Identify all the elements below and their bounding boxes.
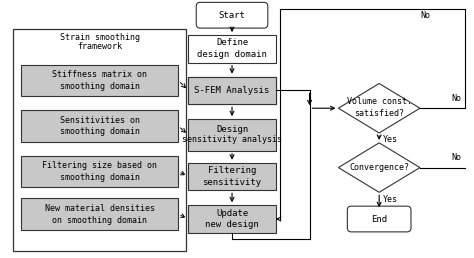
Text: smoothing domain: smoothing domain xyxy=(60,173,140,182)
Text: New material densities: New material densities xyxy=(45,204,155,213)
Text: No: No xyxy=(452,94,462,103)
FancyBboxPatch shape xyxy=(188,77,276,104)
Text: No: No xyxy=(452,153,462,162)
FancyBboxPatch shape xyxy=(21,65,178,96)
Text: End: End xyxy=(371,214,387,223)
Text: Yes: Yes xyxy=(383,195,398,204)
Polygon shape xyxy=(338,143,420,192)
Bar xyxy=(13,29,186,251)
Polygon shape xyxy=(338,84,420,133)
Text: sensitivity: sensitivity xyxy=(202,178,262,187)
Text: satisfied?: satisfied? xyxy=(354,109,404,118)
Text: Start: Start xyxy=(219,11,246,20)
Text: on smoothing domain: on smoothing domain xyxy=(52,215,147,224)
Text: Volume const.: Volume const. xyxy=(346,97,411,106)
Text: new design: new design xyxy=(205,220,259,229)
FancyBboxPatch shape xyxy=(188,119,276,151)
Text: Define: Define xyxy=(216,38,248,47)
Text: No: No xyxy=(420,11,430,20)
Text: design domain: design domain xyxy=(197,50,267,59)
Text: S-FEM Analysis: S-FEM Analysis xyxy=(194,86,270,95)
Text: smoothing domain: smoothing domain xyxy=(60,82,140,91)
Text: framework: framework xyxy=(77,42,122,51)
Text: Strain smoothing: Strain smoothing xyxy=(60,34,140,43)
FancyBboxPatch shape xyxy=(188,205,276,233)
Text: Update: Update xyxy=(216,208,248,217)
Text: sensitivity analysis: sensitivity analysis xyxy=(182,135,282,144)
Text: Yes: Yes xyxy=(383,135,398,144)
FancyBboxPatch shape xyxy=(21,156,178,187)
FancyBboxPatch shape xyxy=(188,35,276,63)
Text: Filtering size based on: Filtering size based on xyxy=(42,161,157,170)
Text: smoothing domain: smoothing domain xyxy=(60,127,140,136)
FancyBboxPatch shape xyxy=(21,198,178,230)
FancyBboxPatch shape xyxy=(188,77,276,104)
Text: Convergence?: Convergence? xyxy=(349,163,409,172)
Text: Filtering: Filtering xyxy=(208,166,256,175)
FancyBboxPatch shape xyxy=(196,2,268,28)
FancyBboxPatch shape xyxy=(188,163,276,190)
FancyBboxPatch shape xyxy=(347,206,411,232)
FancyBboxPatch shape xyxy=(21,110,178,142)
Text: Design: Design xyxy=(216,125,248,133)
Text: Stiffness matrix on: Stiffness matrix on xyxy=(52,70,147,79)
Text: Sensitivities on: Sensitivities on xyxy=(60,116,140,125)
